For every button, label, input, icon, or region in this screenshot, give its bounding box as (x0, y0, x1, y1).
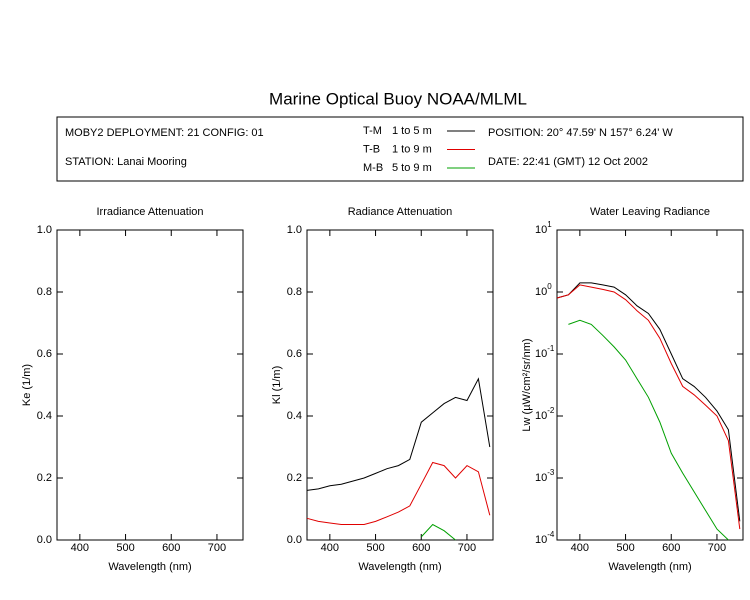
series-line (306, 461, 491, 525)
y-tick-label: 0.2 (287, 472, 302, 484)
x-tick-label: 400 (571, 542, 589, 554)
x-axis-label: Wavelength (nm) (358, 561, 441, 573)
info-box (56, 116, 744, 182)
x-tick-label: 600 (662, 542, 680, 554)
series-line (556, 284, 741, 530)
page-title: Marine Optical Buoy NOAA/MLML (269, 89, 527, 108)
legend-name: T-B (363, 143, 380, 155)
legend-range: 5 to 9 m (392, 162, 432, 174)
y-tick-label: 0.8 (287, 286, 302, 298)
y-axis-label: Ke (1/m) (21, 364, 33, 406)
y-tick-label: 0.6 (287, 348, 302, 360)
plot-frame (306, 229, 494, 541)
y-tick-exponent: 1 (547, 220, 552, 229)
station: STATION: Lanai Mooring (65, 156, 187, 168)
x-axis-label: Wavelength (nm) (108, 561, 191, 573)
y-axis-label: Lw (µW/cm²/sr/nm) (521, 338, 533, 431)
plot-frame (556, 229, 744, 541)
deployment: MOBY2 DEPLOYMENT: 21 CONFIG: 01 (65, 127, 264, 139)
x-tick-label: 500 (366, 542, 384, 554)
y-tick-exponent: -2 (547, 406, 555, 415)
y-tick-label: 10-2 (535, 406, 555, 422)
y-tick-label: 1.0 (287, 224, 302, 236)
chart-title: Irradiance Attenuation (96, 206, 203, 218)
series-line (306, 377, 491, 491)
x-tick-label: 700 (708, 542, 726, 554)
y-tick-label: 10-4 (535, 530, 555, 546)
x-tick-label: 400 (321, 542, 339, 554)
y-tick-label: 1.0 (37, 224, 52, 236)
x-tick-label: 500 (116, 542, 134, 554)
y-axis-label: Kl (1/m) (271, 366, 283, 405)
y-tick-label: 0.0 (37, 534, 52, 546)
chart-title: Water Leaving Radiance (590, 206, 710, 218)
y-tick-label: 100 (535, 282, 552, 298)
x-tick-label: 700 (208, 542, 226, 554)
y-tick-label: 0.0 (287, 534, 302, 546)
y-tick-exponent: 0 (547, 282, 552, 291)
series-line (420, 523, 456, 541)
y-tick-label: 10-1 (535, 344, 555, 360)
x-axis-label: Wavelength (nm) (608, 561, 691, 573)
position: POSITION: 20° 47.59' N 157° 6.24' W (488, 127, 673, 139)
chart-title: Radiance Attenuation (348, 206, 453, 218)
y-tick-label: 0.4 (287, 410, 302, 422)
series-line (556, 282, 741, 522)
legend-range: 1 to 5 m (392, 125, 432, 137)
x-tick-label: 600 (162, 542, 180, 554)
y-tick-label: 0.2 (37, 472, 52, 484)
y-tick-exponent: -4 (547, 530, 555, 539)
plot-frame (56, 229, 244, 541)
x-tick-label: 500 (616, 542, 634, 554)
y-tick-label: 0.6 (37, 348, 52, 360)
series-line (568, 319, 729, 541)
y-tick-label: 0.8 (37, 286, 52, 298)
x-tick-label: 600 (412, 542, 430, 554)
legend-range: 1 to 9 m (392, 143, 432, 155)
y-tick-label: 10-3 (535, 468, 555, 484)
date: DATE: 22:41 (GMT) 12 Oct 2002 (488, 156, 648, 168)
y-tick-label: 0.4 (37, 410, 52, 422)
x-tick-label: 700 (458, 542, 476, 554)
y-tick-exponent: -3 (547, 468, 555, 477)
legend-name: T-M (363, 125, 382, 137)
y-tick-label: 101 (535, 220, 552, 236)
y-tick-exponent: -1 (547, 344, 555, 353)
legend-name: M-B (363, 162, 383, 174)
x-tick-label: 400 (71, 542, 89, 554)
